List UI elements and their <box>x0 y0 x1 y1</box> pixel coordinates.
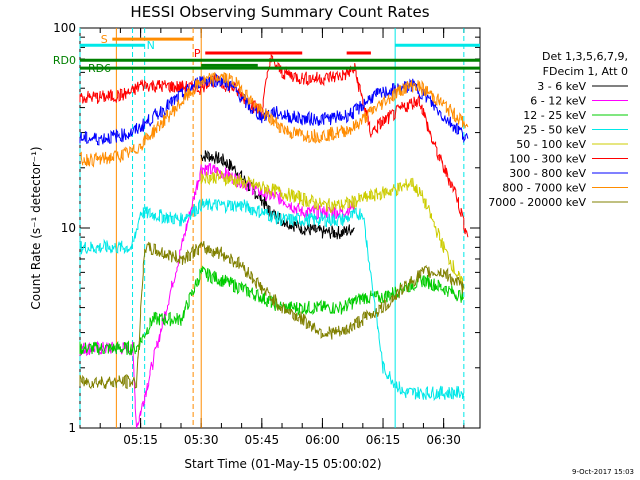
series-lines <box>79 54 469 429</box>
x-tick-labels: 05:15 05:30 05:45 06:00 06:15 06:30 <box>123 28 461 447</box>
y-tick-label: 100 <box>53 21 76 35</box>
generation-timestamp: 9-Oct-2017 15:03 <box>572 468 634 476</box>
legend-entry-label: 3 - 6 keV <box>537 80 586 93</box>
legend-header-line-1: Det 1,3,5,6,7,9, <box>542 50 628 63</box>
y-tick-label: 10 <box>61 221 76 235</box>
legend-entry-label: 7000 - 20000 keV <box>488 196 586 209</box>
series-line <box>79 265 465 356</box>
legend-entry-label: 100 - 300 keV <box>509 153 586 166</box>
flag-label: N <box>147 39 155 52</box>
flag-bars: S N P RD0 RD6 <box>53 33 480 75</box>
x-tick-label: 05:45 <box>245 433 280 447</box>
legend-entry-label: 25 - 50 keV <box>523 124 586 137</box>
legend-entry-label: 12 - 25 keV <box>523 109 586 122</box>
legend-entry-label: 300 - 800 keV <box>509 167 586 180</box>
series-line <box>79 240 465 390</box>
legend-entry-label: 50 - 100 keV <box>516 138 586 151</box>
series-line <box>200 170 465 291</box>
legend-entry-label: 800 - 7000 keV <box>502 182 586 195</box>
y-axis-label: Count Rate (s⁻¹ detector⁻¹) <box>29 146 43 309</box>
flag-label: P <box>194 47 201 60</box>
x-tick-label: 06:30 <box>426 433 461 447</box>
flag-label: RD6 <box>88 62 111 75</box>
x-tick-label: 05:30 <box>184 433 219 447</box>
y-tick-labels: 1 10 100 <box>53 21 480 435</box>
series-line <box>79 198 465 402</box>
legend-entry-label: 6 - 12 keV <box>530 95 586 108</box>
x-tick-label: 06:00 <box>305 433 340 447</box>
y-tick-label: 1 <box>68 421 76 435</box>
chart-title: HESSI Observing Summary Count Rates <box>130 3 429 21</box>
legend: Det 1,3,5,6,7,9, FDecim 1, Att 0 3 - 6 k… <box>488 50 628 209</box>
x-tick-label: 06:15 <box>366 433 401 447</box>
legend-header-line-2: FDecim 1, Att 0 <box>543 65 628 78</box>
flag-label: RD0 <box>53 54 76 67</box>
flag-label: S <box>101 33 108 46</box>
series-line <box>79 72 469 168</box>
series-line <box>200 150 355 240</box>
x-axis-label: Start Time (01-May-15 05:00:02) <box>184 457 381 471</box>
x-tick-label: 05:15 <box>123 433 158 447</box>
